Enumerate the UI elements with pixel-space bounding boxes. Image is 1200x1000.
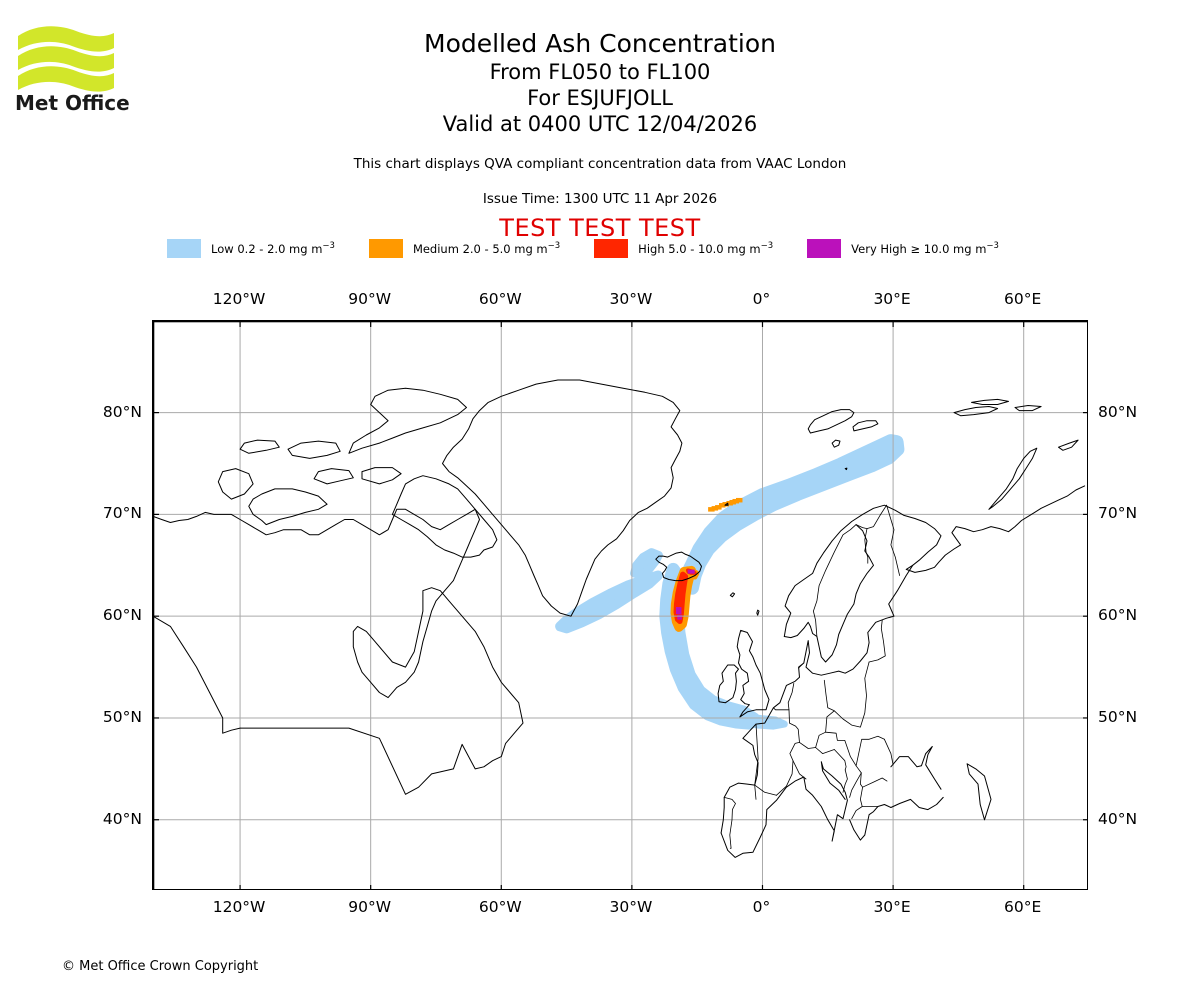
copyright-text: © Met Office Crown Copyright <box>62 959 259 974</box>
axis-ticks <box>153 321 1087 889</box>
axis-label-lat-left-0: 40°N <box>102 809 142 828</box>
page-title: Modelled Ash Concentration <box>424 29 776 58</box>
legend-item-high: High 5.0 - 10.0 mg m−3 <box>594 239 807 258</box>
legend-swatch-very-high <box>807 239 842 258</box>
axis-label-lon-top-1: 90°W <box>348 290 392 308</box>
volcano-line: For ESJUFJOLL <box>527 86 673 110</box>
axis-label-lon-top-6: 60°E <box>1004 290 1042 308</box>
axis-label-lat-left-1: 50°N <box>102 707 142 726</box>
met-office-logo: Met Office <box>14 18 144 113</box>
ash-patch-medium <box>711 506 719 511</box>
ash-patch-very-high <box>687 569 695 574</box>
issue-time-text: Issue Time: 1300 UTC 11 Apr 2026 <box>482 191 718 207</box>
axis-label-lon-top-2: 60°W <box>478 290 522 308</box>
plot-frame <box>153 321 1087 889</box>
axis-label-lon-bottom-0: 120°W <box>212 898 266 916</box>
legend-swatch-medium <box>368 239 403 258</box>
legend-swatch-low <box>167 239 202 258</box>
axis-label-lon-top-5: 30°E <box>873 290 911 308</box>
ash-patch-medium <box>708 507 715 512</box>
axis-label-lat-right-3: 70°N <box>1098 504 1138 523</box>
axis-label-lon-top-4: 0° <box>752 290 771 308</box>
map-graticule <box>153 321 1087 889</box>
axis-label-lon-top-0: 120°W <box>212 290 266 308</box>
axis-label-lat-left-3: 70°N <box>102 504 142 523</box>
axis-label-lon-bottom-3: 30°W <box>609 898 653 916</box>
axis-label-lon-bottom-5: 30°E <box>873 898 911 916</box>
axis-label-lon-top-3: 30°W <box>609 290 653 308</box>
concentration-legend: Low 0.2 - 2.0 mg m−3 Medium 2.0 - 5.0 mg… <box>0 239 1200 258</box>
valid-time-line: Valid at 0400 UTC 12/04/2026 <box>442 112 758 136</box>
chart-subtitle: This chart displays QVA compliant concen… <box>353 156 847 172</box>
map-borders <box>723 504 900 849</box>
legend-label-medium: Medium 2.0 - 5.0 mg m−3 <box>412 241 561 256</box>
axis-label-lon-bottom-2: 60°W <box>478 898 522 916</box>
axis-label-lat-left-4: 80°N <box>102 402 142 421</box>
ash-plume-layer <box>555 434 905 730</box>
flight-level-line: From FL050 to FL100 <box>489 60 711 84</box>
axis-label-lon-bottom-4: 0° <box>752 898 771 916</box>
test-banner: TEST TEST TEST <box>499 214 701 242</box>
legend-item-low: Low 0.2 - 2.0 mg m−3 <box>167 239 369 258</box>
legend-item-very-high: Very High ≥ 10.0 mg m−3 <box>807 239 1033 258</box>
axis-label-lat-left-2: 60°N <box>102 606 142 625</box>
met-office-logo-text: Met Office <box>15 91 130 113</box>
ash-patch-medium <box>735 497 743 503</box>
axis-label-lat-right-4: 80°N <box>1098 402 1138 421</box>
ash-patch-medium <box>719 503 726 508</box>
axis-label-lon-bottom-6: 60°E <box>1004 898 1042 916</box>
legend-label-high: High 5.0 - 10.0 mg m−3 <box>638 241 774 256</box>
ash-patch-medium <box>715 505 722 510</box>
axis-label-lat-right-0: 40°N <box>1098 809 1138 828</box>
chart-title-block: Modelled Ash Concentration From FL050 to… <box>0 28 1200 137</box>
legend-item-medium: Medium 2.0 - 5.0 mg m−3 <box>368 239 594 258</box>
map-coastlines <box>153 379 1086 858</box>
axis-label-lon-bottom-1: 90°W <box>348 898 392 916</box>
ash-patch-very-high <box>675 607 682 615</box>
ash-patch-very-high <box>677 614 682 620</box>
legend-label-low: Low 0.2 - 2.0 mg m−3 <box>211 241 335 256</box>
legend-label-very-high: Very High ≥ 10.0 mg m−3 <box>851 241 999 256</box>
ash-patch-medium <box>732 498 739 504</box>
axis-label-lat-right-1: 50°N <box>1098 707 1138 726</box>
legend-swatch-high <box>594 239 629 258</box>
ash-concentration-map[interactable] <box>152 320 1088 890</box>
axis-label-lat-right-2: 60°N <box>1098 606 1138 625</box>
